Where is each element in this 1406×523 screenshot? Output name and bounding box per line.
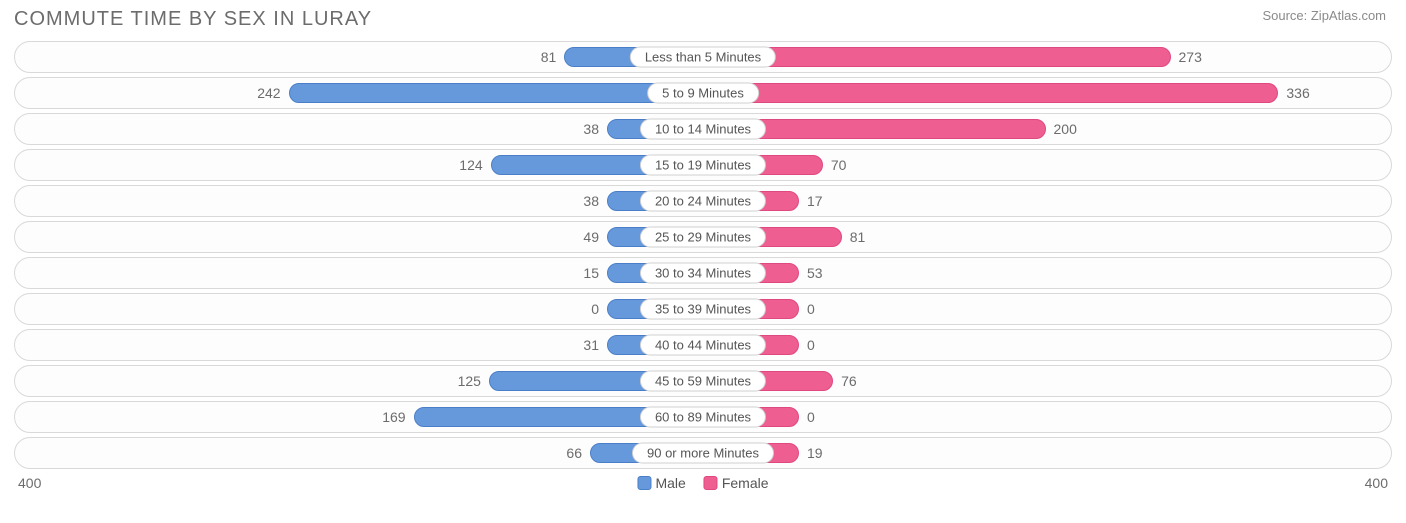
male-half: 242 bbox=[19, 81, 703, 105]
male-value: 242 bbox=[257, 85, 280, 101]
male-half: 49 bbox=[19, 225, 703, 249]
male-value: 124 bbox=[459, 157, 482, 173]
female-value: 273 bbox=[1179, 49, 1202, 65]
female-bar bbox=[703, 83, 1278, 103]
female-half: 0 bbox=[703, 297, 1387, 321]
chart-row: 15 53 30 to 34 Minutes bbox=[14, 257, 1392, 289]
male-value: 38 bbox=[583, 193, 599, 209]
female-half: 76 bbox=[703, 369, 1387, 393]
category-label: 40 to 44 Minutes bbox=[640, 335, 766, 356]
female-value: 53 bbox=[807, 265, 823, 281]
chart-row: 38 200 10 to 14 Minutes bbox=[14, 113, 1392, 145]
male-half: 81 bbox=[19, 45, 703, 69]
chart-row: 125 76 45 to 59 Minutes bbox=[14, 365, 1392, 397]
male-value: 49 bbox=[583, 229, 599, 245]
axis-right-max: 400 bbox=[1365, 475, 1388, 491]
female-swatch bbox=[704, 476, 718, 490]
male-value: 38 bbox=[583, 121, 599, 137]
male-half: 125 bbox=[19, 369, 703, 393]
category-label: 5 to 9 Minutes bbox=[647, 83, 759, 104]
female-half: 17 bbox=[703, 189, 1387, 213]
chart-row: 242 336 5 to 9 Minutes bbox=[14, 77, 1392, 109]
category-label: 20 to 24 Minutes bbox=[640, 191, 766, 212]
male-half: 15 bbox=[19, 261, 703, 285]
chart-row: 38 17 20 to 24 Minutes bbox=[14, 185, 1392, 217]
category-label: 45 to 59 Minutes bbox=[640, 371, 766, 392]
chart-row: 31 0 40 to 44 Minutes bbox=[14, 329, 1392, 361]
legend-female-label: Female bbox=[722, 475, 769, 491]
female-value: 81 bbox=[850, 229, 866, 245]
chart-row: 124 70 15 to 19 Minutes bbox=[14, 149, 1392, 181]
chart-source: Source: ZipAtlas.com bbox=[1262, 8, 1386, 23]
axis-left-max: 400 bbox=[18, 475, 41, 491]
axis-labels: 400 Male Female 400 bbox=[0, 473, 1406, 491]
male-value: 66 bbox=[566, 445, 582, 461]
male-half: 169 bbox=[19, 405, 703, 429]
female-value: 200 bbox=[1054, 121, 1077, 137]
female-half: 273 bbox=[703, 45, 1387, 69]
chart-row: 169 0 60 to 89 Minutes bbox=[14, 401, 1392, 433]
female-value: 17 bbox=[807, 193, 823, 209]
chart-row: 0 0 35 to 39 Minutes bbox=[14, 293, 1392, 325]
category-label: 60 to 89 Minutes bbox=[640, 407, 766, 428]
male-value: 81 bbox=[541, 49, 557, 65]
male-bar bbox=[289, 83, 703, 103]
male-half: 38 bbox=[19, 117, 703, 141]
female-value: 19 bbox=[807, 445, 823, 461]
legend-male: Male bbox=[637, 475, 685, 491]
female-half: 0 bbox=[703, 333, 1387, 357]
female-value: 336 bbox=[1286, 85, 1309, 101]
male-value: 0 bbox=[591, 301, 599, 317]
legend-female: Female bbox=[704, 475, 769, 491]
female-half: 53 bbox=[703, 261, 1387, 285]
female-value: 0 bbox=[807, 409, 815, 425]
male-half: 124 bbox=[19, 153, 703, 177]
chart-row: 81 273 Less than 5 Minutes bbox=[14, 41, 1392, 73]
male-half: 66 bbox=[19, 441, 703, 465]
category-label: 30 to 34 Minutes bbox=[640, 263, 766, 284]
chart-header: COMMUTE TIME BY SEX IN LURAY Source: Zip… bbox=[0, 0, 1406, 35]
chart-row: 49 81 25 to 29 Minutes bbox=[14, 221, 1392, 253]
female-half: 19 bbox=[703, 441, 1387, 465]
category-label: 10 to 14 Minutes bbox=[640, 119, 766, 140]
legend-male-label: Male bbox=[655, 475, 685, 491]
male-half: 0 bbox=[19, 297, 703, 321]
female-value: 0 bbox=[807, 337, 815, 353]
male-value: 169 bbox=[382, 409, 405, 425]
category-label: 15 to 19 Minutes bbox=[640, 155, 766, 176]
chart-row: 66 19 90 or more Minutes bbox=[14, 437, 1392, 469]
male-value: 125 bbox=[458, 373, 481, 389]
male-value: 15 bbox=[583, 265, 599, 281]
category-label: Less than 5 Minutes bbox=[630, 47, 776, 68]
female-half: 336 bbox=[703, 81, 1387, 105]
category-label: 35 to 39 Minutes bbox=[640, 299, 766, 320]
male-half: 31 bbox=[19, 333, 703, 357]
female-half: 0 bbox=[703, 405, 1387, 429]
female-value: 0 bbox=[807, 301, 815, 317]
category-label: 90 or more Minutes bbox=[632, 443, 774, 464]
male-value: 31 bbox=[583, 337, 599, 353]
male-half: 38 bbox=[19, 189, 703, 213]
chart-area: 81 273 Less than 5 Minutes 242 336 5 to 9 Min… bbox=[0, 35, 1406, 469]
female-value: 70 bbox=[831, 157, 847, 173]
legend: Male Female bbox=[637, 475, 768, 491]
female-value: 76 bbox=[841, 373, 857, 389]
female-half: 70 bbox=[703, 153, 1387, 177]
female-half: 200 bbox=[703, 117, 1387, 141]
male-swatch bbox=[637, 476, 651, 490]
female-half: 81 bbox=[703, 225, 1387, 249]
chart-title: COMMUTE TIME BY SEX IN LURAY bbox=[14, 8, 372, 31]
category-label: 25 to 29 Minutes bbox=[640, 227, 766, 248]
